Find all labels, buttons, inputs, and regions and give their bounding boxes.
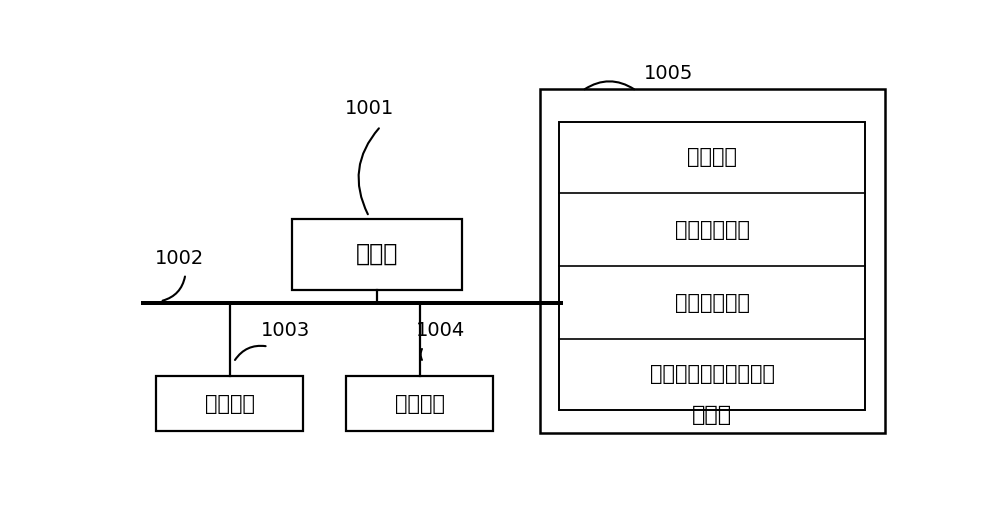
Text: 用户接口模块: 用户接口模块 xyxy=(675,293,750,313)
Bar xyxy=(559,122,865,409)
Text: 网络通信模块: 网络通信模块 xyxy=(675,220,750,240)
Bar xyxy=(346,376,493,431)
Text: 1001: 1001 xyxy=(344,99,394,118)
Text: 1003: 1003 xyxy=(261,321,310,340)
Bar xyxy=(156,376,303,431)
Bar xyxy=(292,219,462,290)
Text: 存储器: 存储器 xyxy=(692,405,732,426)
Bar xyxy=(540,89,885,433)
Text: 1005: 1005 xyxy=(644,64,694,83)
Text: 网络接口: 网络接口 xyxy=(394,393,444,413)
Text: 1002: 1002 xyxy=(154,248,204,268)
Text: 1004: 1004 xyxy=(416,321,465,340)
Text: 操作系统: 操作系统 xyxy=(687,147,737,167)
Text: 车辆电磁将容仿真程序: 车辆电磁将容仿真程序 xyxy=(650,363,775,384)
Text: 处理器: 处理器 xyxy=(356,242,398,266)
Text: 用户接口: 用户接口 xyxy=(205,393,255,413)
